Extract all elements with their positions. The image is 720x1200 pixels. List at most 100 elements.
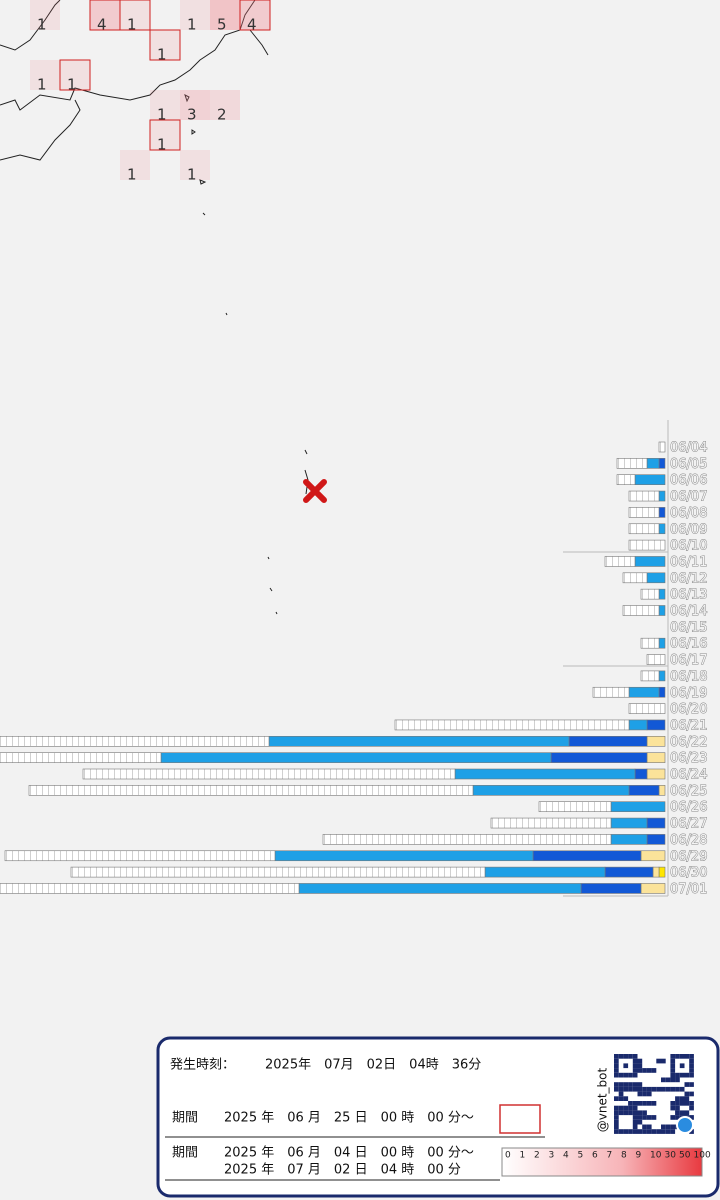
- qr-module: [614, 1124, 619, 1130]
- bar-segment: [634, 768, 648, 780]
- qr-module: [618, 1086, 624, 1092]
- qr-module: [646, 1124, 652, 1130]
- qr-module: [623, 1063, 629, 1069]
- date-label: 06/06: [670, 473, 707, 488]
- bar-segment: [610, 801, 666, 813]
- cell-count: 1: [37, 76, 47, 94]
- bar-segment: [550, 752, 648, 763]
- cell-count: 1: [67, 76, 77, 94]
- grid-cell: [239, 0, 271, 31]
- cell-count: 1: [187, 16, 197, 34]
- bar-segment: [646, 458, 660, 469]
- qr-module: [670, 1054, 676, 1059]
- bar-segment: [592, 686, 630, 698]
- bar-segment: [70, 866, 486, 878]
- axis: [563, 420, 669, 897]
- bar-segment: [4, 850, 276, 862]
- qr-module: [614, 1072, 619, 1078]
- cell-count: 1: [157, 106, 167, 124]
- date-label: 06/15: [670, 620, 707, 635]
- grid-cell: [180, 150, 210, 180]
- scale-label: 6: [592, 1151, 598, 1161]
- qr-module: [646, 1101, 652, 1106]
- grid-cell: [120, 150, 150, 180]
- cell-count: 1: [187, 166, 197, 184]
- date-label: 06/09: [670, 522, 707, 537]
- bar-segment: [580, 883, 642, 894]
- qr-module: [679, 1110, 685, 1116]
- bar-segment: [658, 458, 666, 469]
- bar-segment: [274, 850, 534, 862]
- qr-module: [675, 1072, 680, 1078]
- qr-module: [614, 1058, 619, 1064]
- qr-module: [623, 1072, 629, 1078]
- bar-segment: [628, 490, 660, 502]
- qr-module: [618, 1082, 624, 1087]
- qr-icon: [676, 1116, 694, 1134]
- qr-module: [651, 1115, 657, 1120]
- qr-module: [689, 1054, 694, 1059]
- bar-segment: [568, 735, 648, 747]
- handle: @vnet_bot: [596, 1067, 610, 1132]
- bar-segment: [652, 866, 660, 878]
- bar-segment: [646, 834, 666, 845]
- qr-module: [632, 1110, 638, 1116]
- scale-label: 50: [679, 1151, 691, 1161]
- bar-segment: [646, 768, 666, 780]
- period: 2025 年 06 月 25 日 00 時 00 分～: [224, 1111, 474, 1126]
- time-label: 発生時刻：: [170, 1058, 235, 1073]
- bar-segment: [628, 507, 660, 518]
- bar-segment: [532, 850, 642, 862]
- qr-module: [670, 1101, 676, 1106]
- qr-module: [637, 1110, 643, 1116]
- qr-module: [623, 1054, 629, 1059]
- grid-cell: [210, 0, 240, 30]
- cell-count: 1: [157, 46, 167, 64]
- bar-segment: [622, 572, 648, 584]
- bar-segment: [634, 474, 666, 486]
- bar-segment: [646, 735, 666, 747]
- bar-segment: [472, 785, 630, 796]
- period-label: 期間: [172, 1111, 198, 1126]
- qr-module: [637, 1086, 643, 1092]
- qr-module: [637, 1119, 643, 1125]
- qr-module: [628, 1072, 633, 1078]
- bar-segment: [628, 719, 648, 731]
- bar-segment: [394, 719, 630, 731]
- bar-segment: [28, 785, 474, 796]
- date-label: 06/27: [670, 817, 707, 832]
- date-label: 06/14: [670, 604, 707, 619]
- bar-segment: [616, 474, 636, 486]
- qr-module: [646, 1086, 652, 1092]
- bar-segment: [658, 507, 666, 518]
- qr-module: [684, 1110, 690, 1116]
- qr-module: [632, 1072, 638, 1078]
- qr-module: [670, 1115, 676, 1120]
- qr-module: [675, 1110, 680, 1116]
- bar-segment: [658, 588, 666, 600]
- bar-segment: [268, 735, 570, 747]
- bar-segment: [628, 703, 666, 714]
- period-label: 期間: [172, 1146, 198, 1161]
- qr-code: [612, 1052, 696, 1136]
- bar-segment: [490, 817, 612, 829]
- grid-cell: [30, 0, 60, 30]
- date-label: 06/23: [670, 751, 707, 766]
- bar-segment: [658, 441, 666, 453]
- qr-module: [684, 1096, 690, 1101]
- bar-segment: [622, 605, 660, 616]
- qr-module: [637, 1115, 643, 1120]
- qr-module: [623, 1129, 629, 1134]
- date-label: 06/05: [670, 457, 707, 472]
- grid-cell: [180, 90, 210, 120]
- qr-module: [679, 1063, 685, 1069]
- qr-module: [670, 1124, 676, 1130]
- qr-module: [632, 1082, 638, 1087]
- qr-module: [670, 1086, 676, 1092]
- qr-module: [661, 1129, 666, 1134]
- bar-segment: [82, 768, 456, 780]
- qr-module: [675, 1054, 680, 1059]
- qr-module: [632, 1129, 638, 1134]
- bar-segment: [646, 654, 666, 665]
